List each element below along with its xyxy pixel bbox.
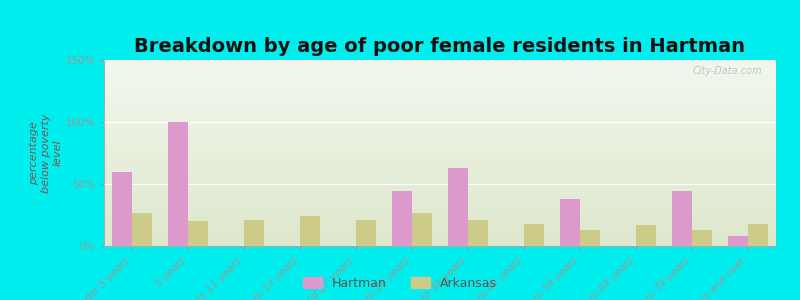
Bar: [168, 122, 188, 246]
Bar: [728, 236, 748, 246]
Bar: [561, 199, 580, 246]
Bar: [672, 191, 692, 246]
Bar: [188, 221, 208, 246]
Legend: Hartman, Arkansas: Hartman, Arkansas: [299, 273, 501, 294]
Title: Breakdown by age of poor female residents in Hartman: Breakdown by age of poor female resident…: [134, 37, 746, 56]
Bar: [356, 220, 376, 246]
Bar: [692, 230, 712, 246]
Bar: [132, 212, 152, 246]
Bar: [244, 220, 264, 246]
Bar: [524, 224, 544, 246]
Text: City-Data.com: City-Data.com: [693, 66, 762, 76]
Bar: [300, 216, 320, 246]
Bar: [449, 168, 468, 246]
Bar: [468, 220, 487, 246]
Bar: [636, 225, 656, 246]
Bar: [412, 212, 432, 246]
Bar: [580, 230, 600, 246]
Bar: [393, 191, 412, 246]
Bar: [748, 224, 768, 246]
Bar: [112, 172, 132, 246]
Y-axis label: percentage
below poverty
level: percentage below poverty level: [30, 113, 62, 193]
